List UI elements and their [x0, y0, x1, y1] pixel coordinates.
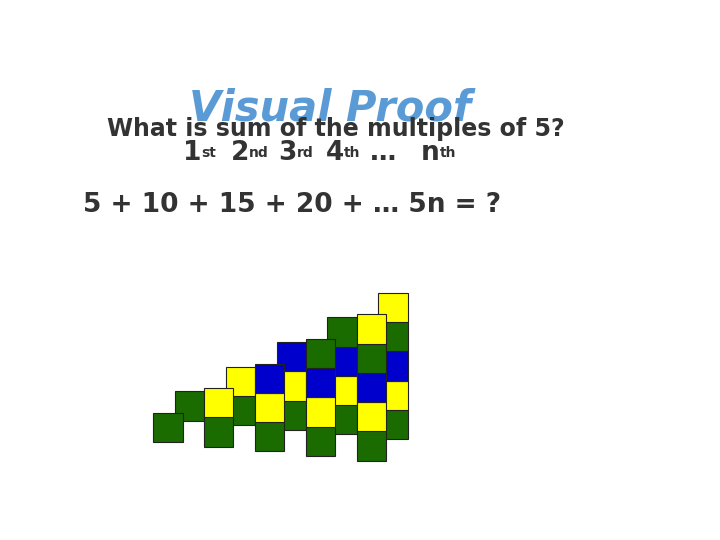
Bar [356, 343, 386, 373]
Bar [378, 381, 408, 410]
Text: st: st [201, 146, 216, 160]
Text: nd: nd [249, 146, 269, 160]
Text: 1: 1 [183, 140, 201, 166]
Bar [356, 402, 386, 431]
Text: rd: rd [297, 146, 313, 160]
Bar [378, 410, 408, 439]
Bar [255, 422, 284, 451]
Bar [378, 351, 408, 381]
Bar [328, 318, 356, 347]
Text: th: th [344, 146, 361, 160]
Text: 5 + 10 + 15 + 20 + … 5n = ?: 5 + 10 + 15 + 20 + … 5n = ? [83, 192, 501, 218]
Bar [175, 392, 204, 421]
Bar [276, 401, 306, 430]
Bar [356, 314, 386, 343]
Bar [226, 396, 255, 425]
Bar [328, 405, 356, 434]
Bar [356, 431, 386, 461]
Bar [204, 388, 233, 417]
Bar [356, 373, 386, 402]
Bar [378, 293, 408, 322]
Bar [306, 368, 335, 397]
Text: Visual Proof: Visual Proof [189, 88, 472, 130]
Bar [328, 376, 356, 405]
Bar [276, 342, 306, 372]
Bar [276, 372, 306, 401]
Text: 3: 3 [278, 140, 297, 166]
Bar [328, 347, 356, 376]
Text: …: … [369, 140, 396, 166]
Text: 2: 2 [230, 140, 249, 166]
Bar [204, 417, 233, 447]
Bar [306, 397, 335, 427]
Bar [378, 322, 408, 351]
Bar [255, 393, 284, 422]
Bar [153, 413, 183, 442]
Text: th: th [440, 146, 456, 160]
Bar [306, 339, 335, 368]
Bar [226, 367, 255, 396]
Text: 4: 4 [326, 140, 344, 166]
Text: n: n [421, 140, 440, 166]
Text: What is sum of the multiples of 5?: What is sum of the multiples of 5? [107, 117, 564, 141]
Bar [306, 427, 335, 456]
Bar [255, 363, 284, 393]
